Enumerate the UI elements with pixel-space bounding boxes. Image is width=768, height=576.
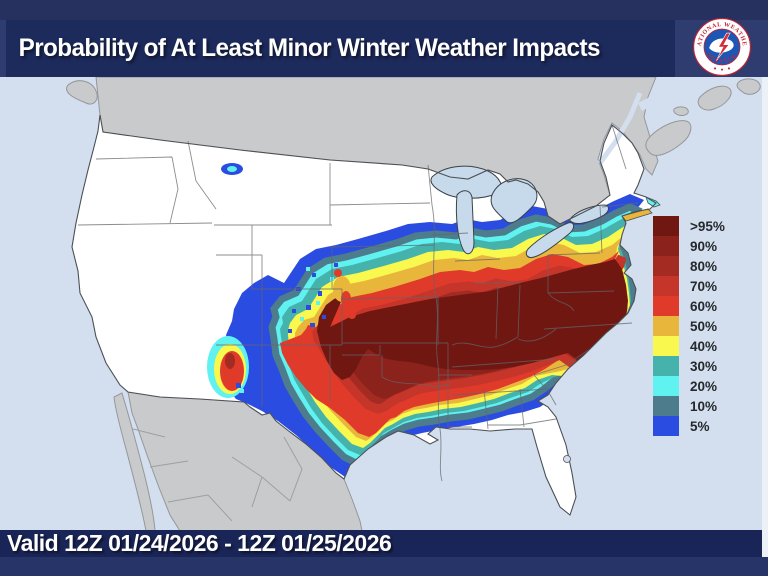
legend-label: 70% <box>690 278 718 294</box>
legend-swatch <box>653 416 679 436</box>
bottom-frame-strip <box>0 557 768 576</box>
legend-row: 70% <box>653 276 725 296</box>
legend-label: 20% <box>690 378 718 394</box>
right-edge-strip <box>762 77 768 557</box>
lake-okeechobee <box>563 455 571 463</box>
us-map <box>0 77 768 531</box>
nova-scotia <box>645 120 692 156</box>
legend-swatch <box>653 256 679 276</box>
legend-row: 40% <box>653 336 725 356</box>
legend-swatch <box>653 336 679 356</box>
legend-swatch <box>653 236 679 256</box>
legend-label: 80% <box>690 258 718 274</box>
legend-swatch <box>653 276 679 296</box>
valid-time-bar: Valid 12Z 01/24/2026 - 12Z 01/25/2026 <box>0 530 762 557</box>
legend-swatch <box>653 296 679 316</box>
legend-label: 10% <box>690 398 718 414</box>
page-title: Probability of At Least Minor Winter Wea… <box>18 34 601 62</box>
legend-swatch <box>653 316 679 336</box>
valid-time-text: Valid 12Z 01/24/2026 - 12Z 01/25/2026 <box>7 530 392 556</box>
top-frame-strip <box>0 0 768 20</box>
legend-label: 30% <box>690 358 718 374</box>
legend-label: 50% <box>690 318 718 334</box>
legend-row: 50% <box>653 316 725 336</box>
logo-lightning-icon <box>715 32 731 62</box>
baja-california <box>113 392 156 531</box>
title-bar: Probability of At Least Minor Winter Wea… <box>6 20 675 77</box>
legend-row: 80% <box>653 256 725 276</box>
nws-logo: NATIONAL WEATHER SERVICE <box>693 18 751 76</box>
legend-label: >95% <box>690 218 725 234</box>
great-lakes <box>430 165 609 258</box>
legend-row: 90% <box>653 236 725 256</box>
legend-swatch <box>653 376 679 396</box>
probability-swath <box>207 163 644 479</box>
legend-swatch <box>653 396 679 416</box>
legend-row: 20% <box>653 376 725 396</box>
legend-label: 40% <box>690 338 718 354</box>
legend-label: 60% <box>690 298 718 314</box>
legend-row: 30% <box>653 356 725 376</box>
speckle-field <box>236 259 338 399</box>
legend-swatch <box>653 356 679 376</box>
map-area <box>0 77 768 531</box>
legend: >95% 90% 80% 70% 60% 50% 40% 30% 20% 10%… <box>653 216 725 436</box>
legend-label: 5% <box>690 418 710 434</box>
legend-row: 60% <box>653 296 725 316</box>
legend-label: 90% <box>690 238 718 254</box>
legend-swatch <box>653 216 679 236</box>
legend-row: 5% <box>653 416 725 436</box>
legend-row: 10% <box>653 396 725 416</box>
legend-row: >95% <box>653 216 725 236</box>
